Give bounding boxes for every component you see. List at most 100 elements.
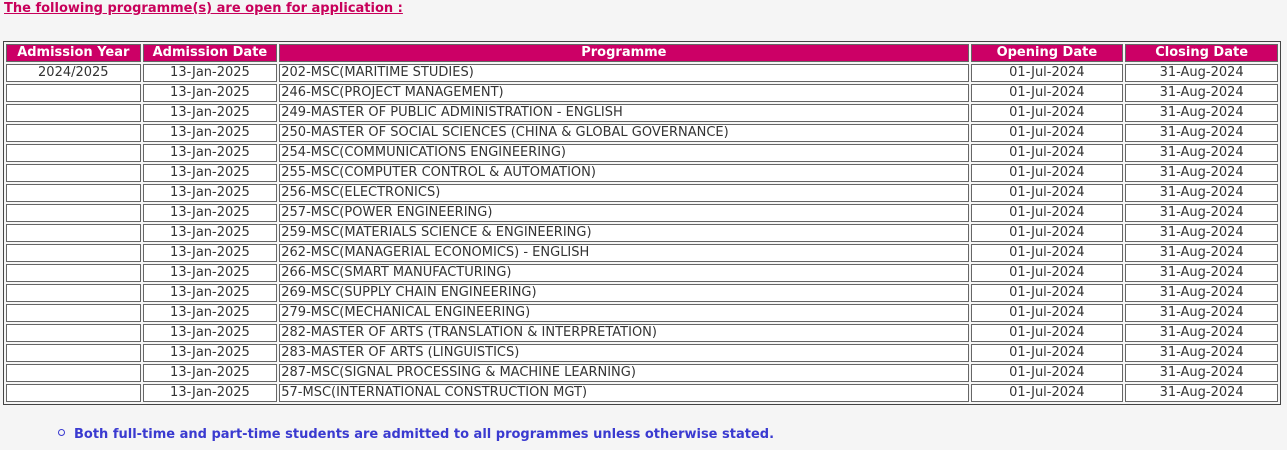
cell-admission-date: 13-Jan-2025 — [142, 84, 278, 102]
cell-opening-date: 01-Jul-2024 — [970, 144, 1124, 162]
cell-programme: 269-MSC(SUPPLY CHAIN ENGINEERING) — [279, 284, 969, 302]
table-row: 13-Jan-2025 246-MSC(PROJECT MANAGEMENT) 01… — [6, 84, 1278, 102]
cell-admission-date: 13-Jan-2025 — [142, 144, 278, 162]
cell-closing-date: 31-Aug-2024 — [1125, 204, 1278, 222]
table-row: 13-Jan-2025 256-MSC(ELECTRONICS) 01-Jul-20… — [6, 184, 1278, 202]
table-row: 13-Jan-2025 257-MSC(POWER ENGINEERING) 01-… — [6, 204, 1278, 222]
cell-closing-date: 31-Aug-2024 — [1125, 384, 1278, 402]
cell-programme: 259-MSC(MATERIALS SCIENCE & ENGINEERING) — [279, 224, 969, 242]
cell-opening-date: 01-Jul-2024 — [970, 384, 1124, 402]
cell-admission-date: 13-Jan-2025 — [142, 364, 278, 382]
cell-admission-date: 13-Jan-2025 — [142, 324, 278, 342]
cell-admission-date: 13-Jan-2025 — [142, 104, 278, 122]
table-row: 13-Jan-2025 287-MSC(SIGNAL PROCESSING & M… — [6, 364, 1278, 382]
cell-admission-year — [6, 104, 141, 122]
cell-programme: 287-MSC(SIGNAL PROCESSING & MACHINE LEAR… — [279, 364, 969, 382]
cell-closing-date: 31-Aug-2024 — [1125, 224, 1278, 242]
table-header-row: Admission Year Admission Date Programme … — [6, 44, 1278, 62]
cell-closing-date: 31-Aug-2024 — [1125, 164, 1278, 182]
cell-closing-date: 31-Aug-2024 — [1125, 364, 1278, 382]
cell-programme: 57-MSC(INTERNATIONAL CONSTRUCTION MGT) — [279, 384, 969, 402]
cell-admission-date: 13-Jan-2025 — [142, 284, 278, 302]
cell-admission-year — [6, 184, 141, 202]
table-row: 13-Jan-2025 259-MSC(MATERIALS SCIENCE & E… — [6, 224, 1278, 242]
cell-admission-year — [6, 304, 141, 322]
cell-closing-date: 31-Aug-2024 — [1125, 304, 1278, 322]
cell-opening-date: 01-Jul-2024 — [970, 184, 1124, 202]
cell-closing-date: 31-Aug-2024 — [1125, 344, 1278, 362]
cell-opening-date: 01-Jul-2024 — [970, 124, 1124, 142]
cell-admission-year — [6, 364, 141, 382]
header-closing-date: Closing Date — [1125, 44, 1278, 62]
cell-opening-date: 01-Jul-2024 — [970, 64, 1124, 82]
cell-programme: 283-MASTER OF ARTS (LINGUISTICS) — [279, 344, 969, 362]
cell-admission-year — [6, 344, 141, 362]
cell-admission-date: 13-Jan-2025 — [142, 204, 278, 222]
cell-opening-date: 01-Jul-2024 — [970, 164, 1124, 182]
cell-programme: 257-MSC(POWER ENGINEERING) — [279, 204, 969, 222]
cell-admission-year — [6, 244, 141, 262]
cell-closing-date: 31-Aug-2024 — [1125, 284, 1278, 302]
cell-admission-date: 13-Jan-2025 — [142, 224, 278, 242]
cell-programme: 250-MASTER OF SOCIAL SCIENCES (CHINA & G… — [279, 124, 969, 142]
header-programme: Programme — [279, 44, 969, 62]
cell-admission-date: 13-Jan-2025 — [142, 164, 278, 182]
table-row: 13-Jan-2025 262-MSC(MANAGERIAL ECONOMICS)… — [6, 244, 1278, 262]
header-admission-date: Admission Date — [142, 44, 278, 62]
cell-opening-date: 01-Jul-2024 — [970, 344, 1124, 362]
cell-programme: 279-MSC(MECHANICAL ENGINEERING) — [279, 304, 969, 322]
bullet-circle-icon — [58, 429, 65, 436]
cell-programme: 202-MSC(MARITIME STUDIES) — [279, 64, 969, 82]
cell-opening-date: 01-Jul-2024 — [970, 204, 1124, 222]
cell-opening-date: 01-Jul-2024 — [970, 84, 1124, 102]
cell-opening-date: 01-Jul-2024 — [970, 244, 1124, 262]
header-opening-date: Opening Date — [970, 44, 1124, 62]
intro-heading: The following programme(s) are open for … — [4, 1, 403, 16]
table-row: 13-Jan-2025 283-MASTER OF ARTS (LINGUISTI… — [6, 344, 1278, 362]
cell-opening-date: 01-Jul-2024 — [970, 264, 1124, 282]
cell-opening-date: 01-Jul-2024 — [970, 104, 1124, 122]
table-row: 13-Jan-2025 249-MASTER OF PUBLIC ADMINIST… — [6, 104, 1278, 122]
cell-admission-year — [6, 384, 141, 402]
note-item: Both full-time and part-time students ar… — [58, 427, 774, 443]
table-row: 13-Jan-2025 279-MSC(MECHANICAL ENGINEERIN… — [6, 304, 1278, 322]
cell-admission-year — [6, 144, 141, 162]
header-admission-year: Admission Year — [6, 44, 141, 62]
programmes-table: Admission Year Admission Date Programme … — [3, 41, 1281, 405]
cell-admission-date: 13-Jan-2025 — [142, 184, 278, 202]
cell-opening-date: 01-Jul-2024 — [970, 304, 1124, 322]
cell-closing-date: 31-Aug-2024 — [1125, 144, 1278, 162]
cell-admission-date: 13-Jan-2025 — [142, 244, 278, 262]
table-row: 13-Jan-2025 269-MSC(SUPPLY CHAIN ENGINEER… — [6, 284, 1278, 302]
table-row: 13-Jan-2025 266-MSC(SMART MANUFACTURING) 0… — [6, 264, 1278, 282]
cell-admission-year: 2024/2025 — [6, 64, 141, 82]
cell-closing-date: 31-Aug-2024 — [1125, 104, 1278, 122]
table-row: 13-Jan-2025 254-MSC(COMMUNICATIONS ENGINE… — [6, 144, 1278, 162]
cell-admission-year — [6, 164, 141, 182]
cell-closing-date: 31-Aug-2024 — [1125, 84, 1278, 102]
table-row: 13-Jan-2025 255-MSC(COMPUTER CONTROL & AU… — [6, 164, 1278, 182]
cell-closing-date: 31-Aug-2024 — [1125, 244, 1278, 262]
cell-programme: 282-MASTER OF ARTS (TRANSLATION & INTERP… — [279, 324, 969, 342]
cell-closing-date: 31-Aug-2024 — [1125, 124, 1278, 142]
cell-admission-year — [6, 284, 141, 302]
table-body: 2024/2025 13-Jan-2025 202-MSC(MARITIME STU… — [6, 64, 1278, 402]
cell-opening-date: 01-Jul-2024 — [970, 364, 1124, 382]
cell-programme: 262-MSC(MANAGERIAL ECONOMICS) - ENGLISH — [279, 244, 969, 262]
cell-admission-date: 13-Jan-2025 — [142, 344, 278, 362]
table-row: 13-Jan-2025 282-MASTER OF ARTS (TRANSLATI… — [6, 324, 1278, 342]
cell-closing-date: 31-Aug-2024 — [1125, 184, 1278, 202]
cell-programme: 254-MSC(COMMUNICATIONS ENGINEERING) — [279, 144, 969, 162]
table-row: 13-Jan-2025 250-MASTER OF SOCIAL SCIENCES… — [6, 124, 1278, 142]
cell-admission-year — [6, 264, 141, 282]
cell-closing-date: 31-Aug-2024 — [1125, 324, 1278, 342]
cell-programme: 255-MSC(COMPUTER CONTROL & AUTOMATION) — [279, 164, 969, 182]
cell-admission-date: 13-Jan-2025 — [142, 384, 278, 402]
cell-admission-year — [6, 224, 141, 242]
cell-admission-date: 13-Jan-2025 — [142, 304, 278, 322]
cell-programme: 246-MSC(PROJECT MANAGEMENT) — [279, 84, 969, 102]
cell-admission-date: 13-Jan-2025 — [142, 124, 278, 142]
table-row: 2024/2025 13-Jan-2025 202-MSC(MARITIME STU… — [6, 64, 1278, 82]
cell-programme: 266-MSC(SMART MANUFACTURING) — [279, 264, 969, 282]
cell-admission-year — [6, 124, 141, 142]
